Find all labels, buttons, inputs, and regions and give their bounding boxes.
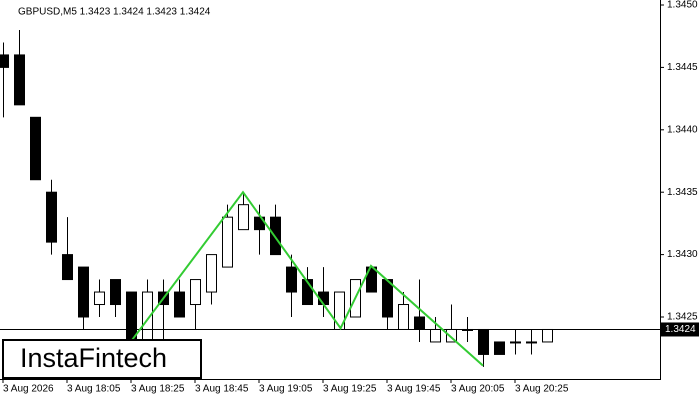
candle-body	[110, 279, 121, 306]
candle-body	[46, 191, 57, 243]
candle-body	[142, 291, 153, 343]
candle-body	[302, 279, 313, 306]
y-tick-label: 1.3435	[667, 187, 698, 198]
x-tick-label: 3 Aug 2026	[3, 384, 54, 395]
y-tick-label: 1.3430	[667, 249, 698, 260]
candle-body	[206, 254, 217, 293]
candle-body	[542, 328, 553, 343]
watermark: InstaFintech	[20, 343, 167, 373]
y-tick-label: 1.3450	[667, 0, 698, 11]
pattern-line	[127, 190, 484, 367]
x-tick-label: 3 Aug 19:25	[323, 384, 377, 395]
candle-body	[430, 328, 441, 343]
x-tick-label: 3 Aug 18:45	[195, 384, 249, 395]
candle-body	[526, 341, 537, 344]
x-tick-label: 3 Aug 20:05	[451, 384, 505, 395]
candle-body	[0, 54, 9, 68]
watermark-box	[2, 339, 202, 379]
candle-body	[30, 116, 41, 181]
candle-body	[62, 254, 73, 281]
y-tick-label: 1.3445	[667, 62, 698, 73]
candle-body	[478, 328, 489, 355]
x-tick-label: 3 Aug 18:05	[67, 384, 121, 395]
candle-body	[14, 54, 25, 106]
current-price-label: 1.3424	[665, 324, 696, 335]
x-tick-label: 3 Aug 19:05	[259, 384, 313, 395]
candle-body	[382, 279, 393, 318]
x-tick-label: 3 Aug 20:25	[515, 384, 569, 395]
candle-body	[94, 291, 105, 306]
x-tick-label: 3 Aug 18:25	[131, 384, 185, 395]
candle-body	[190, 279, 201, 306]
candle-body	[398, 304, 409, 330]
candle-body	[238, 204, 249, 231]
x-tick-label: 3 Aug 19:45	[387, 384, 441, 395]
candle-body	[222, 216, 233, 268]
candle-body	[494, 341, 505, 355]
y-tick-label: 1.3425	[667, 312, 698, 323]
candle-body	[78, 266, 89, 318]
y-tick-label: 1.3440	[667, 124, 698, 135]
candle-body	[414, 316, 425, 330]
current-price-box	[661, 322, 699, 337]
candle-body	[286, 266, 297, 293]
candle-body	[510, 341, 521, 344]
candle-body	[174, 291, 185, 318]
chart-title: GBPUSD,M5 1.3423 1.3424 1.3423 1.3424	[18, 7, 211, 18]
